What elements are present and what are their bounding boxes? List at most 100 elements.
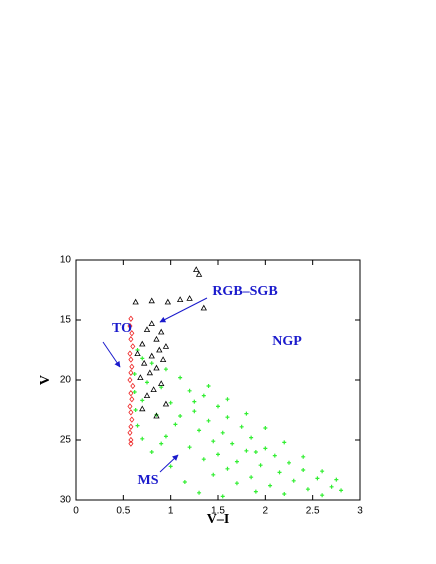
x-tick-label: 1 bbox=[168, 506, 174, 517]
point bbox=[258, 463, 263, 468]
point bbox=[291, 478, 296, 483]
x-axis-label: V–I bbox=[207, 512, 230, 527]
point bbox=[201, 393, 206, 398]
point bbox=[220, 494, 225, 499]
x-tick-label: 2.5 bbox=[306, 506, 320, 517]
point bbox=[320, 469, 325, 474]
point bbox=[150, 386, 157, 392]
point bbox=[244, 411, 249, 416]
point bbox=[139, 340, 146, 347]
point bbox=[127, 429, 133, 436]
annotation: RGB–SGB bbox=[212, 284, 277, 299]
point bbox=[178, 375, 183, 380]
point bbox=[220, 430, 225, 435]
point bbox=[305, 487, 310, 492]
point bbox=[201, 457, 206, 462]
point bbox=[148, 352, 155, 359]
point bbox=[193, 266, 200, 272]
x-tick-label: 0.5 bbox=[116, 506, 130, 517]
annotation: MS bbox=[138, 473, 159, 488]
point bbox=[197, 428, 202, 433]
point bbox=[162, 400, 170, 407]
point bbox=[200, 304, 207, 311]
x-tick-label: 1.5 bbox=[211, 506, 225, 517]
point bbox=[178, 414, 183, 418]
point bbox=[164, 298, 172, 305]
point bbox=[162, 343, 170, 349]
plot-area: 0 0.5 1 1.5 2 2.5 3 10 15 20 25 30 bbox=[60, 255, 363, 517]
point bbox=[128, 315, 134, 322]
point bbox=[132, 372, 137, 376]
point bbox=[168, 400, 173, 405]
point bbox=[187, 445, 192, 450]
point bbox=[140, 398, 145, 403]
x-tick-label: 2 bbox=[263, 506, 269, 517]
point bbox=[143, 326, 151, 332]
point bbox=[244, 448, 249, 453]
annotation: TO bbox=[112, 321, 132, 336]
point bbox=[234, 481, 239, 486]
point bbox=[128, 356, 134, 363]
point bbox=[143, 392, 151, 398]
point bbox=[216, 404, 220, 409]
point bbox=[211, 439, 216, 444]
point bbox=[263, 446, 268, 451]
point bbox=[206, 384, 211, 388]
point bbox=[225, 415, 230, 420]
point bbox=[287, 460, 291, 465]
y-tick-label: 15 bbox=[60, 315, 72, 326]
point bbox=[128, 436, 134, 444]
point bbox=[301, 454, 306, 459]
point bbox=[253, 450, 258, 454]
y-tick-label: 20 bbox=[60, 375, 72, 386]
point bbox=[263, 426, 268, 430]
point bbox=[129, 396, 135, 403]
point bbox=[168, 464, 173, 469]
plot-frame bbox=[75, 259, 361, 501]
point bbox=[130, 382, 136, 390]
arrow bbox=[102, 341, 121, 368]
point bbox=[163, 367, 168, 372]
point bbox=[176, 296, 184, 302]
point bbox=[253, 489, 258, 494]
point bbox=[149, 361, 154, 366]
point bbox=[182, 480, 187, 484]
point bbox=[301, 468, 306, 472]
point bbox=[211, 472, 216, 477]
point bbox=[133, 408, 138, 412]
point bbox=[127, 403, 133, 410]
point bbox=[272, 453, 277, 458]
point bbox=[129, 416, 135, 423]
point bbox=[149, 450, 154, 454]
point bbox=[156, 346, 163, 353]
point bbox=[153, 335, 160, 342]
point bbox=[128, 409, 134, 416]
point bbox=[339, 488, 344, 493]
point bbox=[334, 477, 339, 482]
y-tick-label: 10 bbox=[60, 255, 72, 266]
point bbox=[239, 424, 244, 429]
point bbox=[129, 330, 135, 337]
point bbox=[130, 343, 136, 350]
x-tick-label: 3 bbox=[357, 506, 363, 517]
y-tick-label: 25 bbox=[60, 435, 72, 446]
point bbox=[128, 336, 134, 343]
point bbox=[320, 493, 325, 498]
point bbox=[137, 374, 144, 380]
point bbox=[195, 271, 203, 277]
point bbox=[216, 452, 220, 457]
point bbox=[127, 322, 133, 330]
point bbox=[282, 492, 287, 496]
point bbox=[129, 363, 135, 370]
point bbox=[128, 440, 134, 447]
point bbox=[249, 435, 254, 440]
point bbox=[153, 412, 160, 419]
point bbox=[132, 390, 137, 394]
point bbox=[134, 350, 141, 356]
point bbox=[140, 359, 148, 366]
point bbox=[186, 295, 193, 301]
point bbox=[329, 484, 334, 489]
x-tick-label: 0 bbox=[73, 506, 79, 517]
point bbox=[153, 364, 160, 371]
point bbox=[146, 369, 154, 376]
